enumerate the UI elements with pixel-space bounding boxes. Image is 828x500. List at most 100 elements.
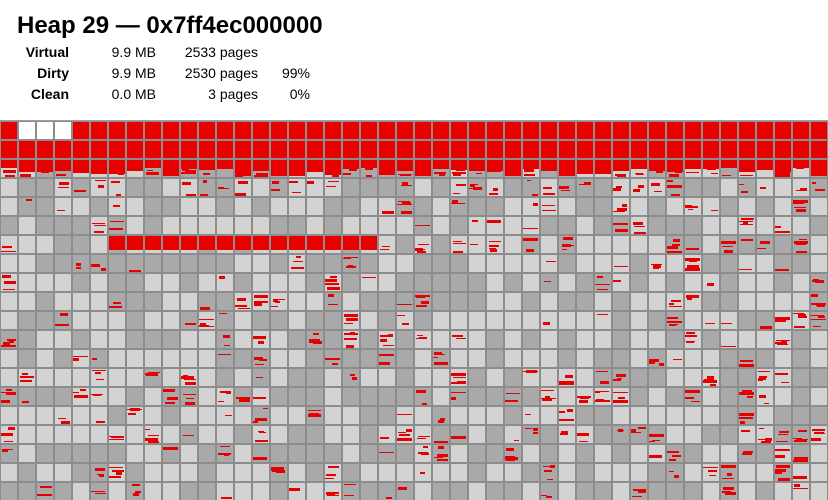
heap-page-cell — [630, 406, 648, 425]
allocation-mark — [383, 123, 389, 126]
heap-page-cell — [54, 311, 72, 330]
heap-page-cell — [540, 330, 558, 349]
allocation-mark — [328, 128, 340, 129]
allocation-mark — [199, 125, 213, 127]
heap-page-cell — [126, 425, 144, 444]
heap-page-cell — [576, 368, 594, 387]
heap-page-cell — [108, 311, 126, 330]
allocation-mark — [649, 359, 659, 362]
allocation-mark — [9, 340, 14, 343]
allocation-mark — [667, 127, 682, 129]
heap-page-cell — [306, 482, 324, 500]
allocation-mark — [109, 133, 121, 136]
heap-page-cell — [504, 197, 522, 216]
heap-page-cell — [396, 292, 414, 311]
heap-page-cell — [126, 463, 144, 482]
allocation-mark — [26, 199, 32, 201]
heap-page-cell — [504, 387, 522, 406]
heap-page-cell — [162, 368, 180, 387]
allocation-mark — [438, 446, 444, 449]
allocation-mark — [217, 236, 233, 250]
allocation-mark — [613, 160, 629, 171]
allocation-mark — [383, 345, 394, 346]
heap-page-cell — [666, 444, 684, 463]
heap-page-cell — [738, 425, 756, 444]
allocation-mark — [613, 280, 621, 282]
allocation-mark — [506, 459, 515, 461]
allocation-mark — [4, 281, 16, 284]
heap-page-cell — [0, 349, 18, 368]
allocation-mark — [20, 376, 34, 378]
allocation-mark — [615, 174, 622, 176]
heap-page-cell — [792, 387, 810, 406]
allocation-mark — [815, 189, 825, 191]
heap-page-cell — [36, 349, 54, 368]
heap-page-cell — [144, 368, 162, 387]
heap-page-cell — [324, 121, 342, 140]
heap-page-cell — [792, 159, 810, 178]
allocation-mark — [1, 392, 16, 393]
heap-page-cell — [612, 387, 630, 406]
heap-page-cell — [378, 368, 396, 387]
allocation-mark — [128, 162, 142, 165]
heap-page-cell — [162, 349, 180, 368]
allocation-mark — [382, 143, 392, 144]
allocation-mark — [778, 148, 787, 151]
allocation-mark — [256, 377, 263, 378]
heap-page-cell — [684, 121, 702, 140]
heap-page-cell — [54, 425, 72, 444]
allocation-mark — [112, 470, 124, 472]
allocation-mark — [703, 136, 714, 138]
heap-page-cell — [288, 387, 306, 406]
heap-page-cell — [126, 235, 144, 254]
heap-page-cell — [756, 254, 774, 273]
allocation-mark — [325, 478, 334, 479]
heap-page-cell — [72, 140, 90, 159]
heap-page-cell — [72, 444, 90, 463]
allocation-mark — [109, 168, 123, 169]
heap-page-cell — [792, 197, 810, 216]
allocation-mark — [202, 151, 212, 154]
heap-page-cell — [270, 216, 288, 235]
heap-page-cell — [306, 216, 324, 235]
allocation-mark — [758, 378, 763, 381]
allocation-mark — [595, 400, 610, 402]
heap-page-cell — [324, 159, 342, 178]
allocation-mark — [456, 338, 466, 339]
allocation-mark — [199, 163, 211, 165]
heap-page-cell — [288, 254, 306, 273]
heap-page-cell — [414, 178, 432, 197]
allocation-mark — [559, 411, 565, 413]
allocation-mark — [775, 231, 790, 233]
allocation-mark — [2, 275, 11, 278]
heap-page-cell — [162, 140, 180, 159]
allocation-mark — [559, 419, 574, 421]
allocation-mark — [577, 165, 591, 167]
heap-page-cell — [234, 254, 252, 273]
allocation-mark — [397, 204, 412, 205]
heap-page-cell — [612, 197, 630, 216]
allocation-mark — [514, 440, 519, 441]
heap-page-cell — [720, 254, 738, 273]
allocation-mark — [95, 180, 106, 181]
heap-page-cell — [612, 463, 630, 482]
allocation-mark — [379, 122, 395, 139]
allocation-mark — [759, 127, 765, 129]
heap-page-cell — [0, 292, 18, 311]
heap-page-cell — [180, 349, 198, 368]
heap-page-cell — [450, 406, 468, 425]
allocation-mark — [546, 143, 556, 146]
heap-page-cell — [684, 463, 702, 482]
allocation-mark — [649, 122, 665, 139]
heap-page-cell — [702, 463, 720, 482]
allocation-mark — [596, 371, 608, 372]
allocation-mark — [182, 168, 189, 171]
allocation-mark — [145, 128, 160, 131]
allocation-mark — [91, 264, 100, 267]
allocation-mark — [380, 437, 389, 439]
heap-page-cell — [594, 311, 612, 330]
allocation-mark — [631, 126, 646, 129]
heap-page-cell — [594, 330, 612, 349]
heap-page-cell — [414, 216, 432, 235]
allocation-mark — [507, 161, 520, 164]
